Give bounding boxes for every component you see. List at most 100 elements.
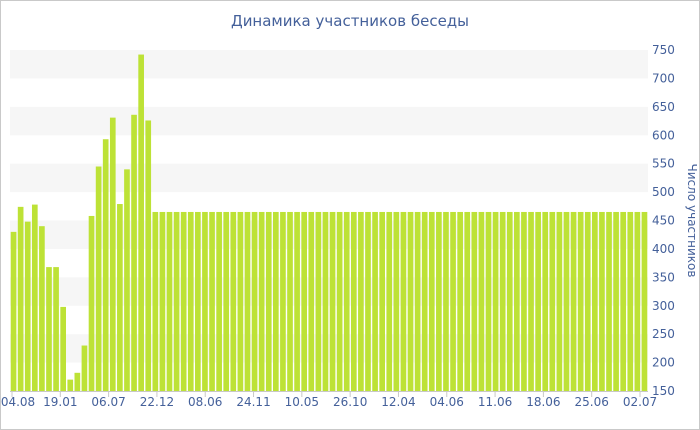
- y-tick-label: 550: [652, 157, 675, 171]
- bar: [421, 211, 428, 391]
- bar: [329, 211, 336, 391]
- x-tick-label: 24.11: [236, 395, 270, 409]
- bar: [343, 211, 350, 391]
- x-tick-label: 22.12: [140, 395, 174, 409]
- x-tick-label: 06.07: [91, 395, 125, 409]
- bar: [81, 345, 88, 391]
- bar: [549, 211, 556, 391]
- bar: [117, 204, 123, 391]
- bar: [478, 211, 485, 391]
- bar: [634, 211, 641, 391]
- bar: [67, 379, 74, 391]
- bar: [209, 211, 215, 391]
- bar: [641, 211, 648, 391]
- bar: [570, 211, 577, 391]
- bar: [10, 231, 17, 391]
- bar: [60, 306, 66, 391]
- bar: [308, 211, 315, 391]
- x-tick-label: 26.10: [333, 395, 367, 409]
- bar: [223, 211, 230, 391]
- bar: [24, 221, 31, 391]
- x-tick-label: 02.07: [623, 395, 657, 409]
- bar: [528, 211, 534, 391]
- x-tick-label: 04.06: [430, 395, 464, 409]
- bar: [46, 267, 52, 391]
- bar: [287, 211, 293, 391]
- background-band: [10, 50, 648, 79]
- bar: [294, 211, 300, 391]
- bar: [521, 211, 527, 391]
- bar: [74, 372, 81, 391]
- bar: [414, 211, 421, 391]
- bar: [109, 117, 116, 391]
- bar: [17, 206, 24, 391]
- bar: [88, 215, 95, 391]
- bar: [124, 169, 130, 391]
- x-tick-label: 11.06: [478, 395, 512, 409]
- bar: [152, 211, 159, 391]
- x-tick-label: 12.04: [381, 395, 415, 409]
- bar: [53, 267, 59, 391]
- background-band: [10, 277, 648, 306]
- bar: [428, 211, 435, 391]
- bar: [195, 211, 201, 391]
- bar: [166, 211, 173, 391]
- bar: [400, 211, 407, 391]
- bar: [31, 204, 38, 391]
- bar: [584, 211, 591, 391]
- bar: [145, 120, 152, 391]
- y-tick-label: 700: [652, 71, 675, 85]
- bar: [506, 211, 513, 391]
- bar: [620, 211, 627, 391]
- y-tick-label: 750: [652, 43, 675, 57]
- bar: [535, 211, 541, 391]
- bar: [499, 211, 506, 391]
- bar: [350, 211, 357, 391]
- bar: [606, 211, 612, 391]
- bar: [251, 211, 258, 391]
- y-tick-label: 150: [652, 384, 675, 398]
- y-tick-label: 650: [652, 100, 675, 114]
- bar: [556, 211, 563, 391]
- x-axis-ticks: 04.08 19.01 06.07 22.12 08.06 24.11 10.05 26.10…: [1, 391, 657, 409]
- bar: [138, 54, 144, 392]
- bar: [492, 211, 499, 391]
- bar: [230, 211, 237, 391]
- background-band: [10, 106, 648, 136]
- bar: [627, 211, 634, 391]
- bar: [443, 211, 449, 391]
- bar: [301, 211, 308, 391]
- bar: [393, 211, 400, 391]
- bar: [131, 114, 137, 391]
- bar: [315, 211, 322, 391]
- y-tick-label: 300: [652, 299, 675, 313]
- bar: [216, 211, 222, 391]
- bar: [187, 211, 194, 391]
- bar: [592, 211, 598, 391]
- x-tick-label: 19.01: [43, 395, 77, 409]
- bar: [464, 211, 471, 391]
- bar: [485, 211, 492, 391]
- bar: [159, 211, 166, 391]
- bars: [10, 54, 648, 392]
- background-band: [10, 220, 648, 249]
- bar: [514, 211, 520, 391]
- y-tick-label: 350: [652, 270, 675, 284]
- bar: [613, 211, 619, 391]
- bar: [379, 211, 385, 391]
- bar: [450, 211, 456, 391]
- bar: [457, 211, 463, 391]
- bar: [407, 211, 414, 391]
- bar: [542, 211, 549, 391]
- background-band: [10, 334, 648, 363]
- x-tick-label: 18.06: [526, 395, 560, 409]
- bar: [436, 211, 442, 391]
- bar: [237, 211, 244, 391]
- bar: [372, 211, 378, 391]
- bar: [95, 166, 102, 391]
- bar: [336, 211, 343, 391]
- background-band: [10, 163, 648, 193]
- bar: [563, 211, 570, 391]
- y-tick-label: 200: [652, 356, 675, 370]
